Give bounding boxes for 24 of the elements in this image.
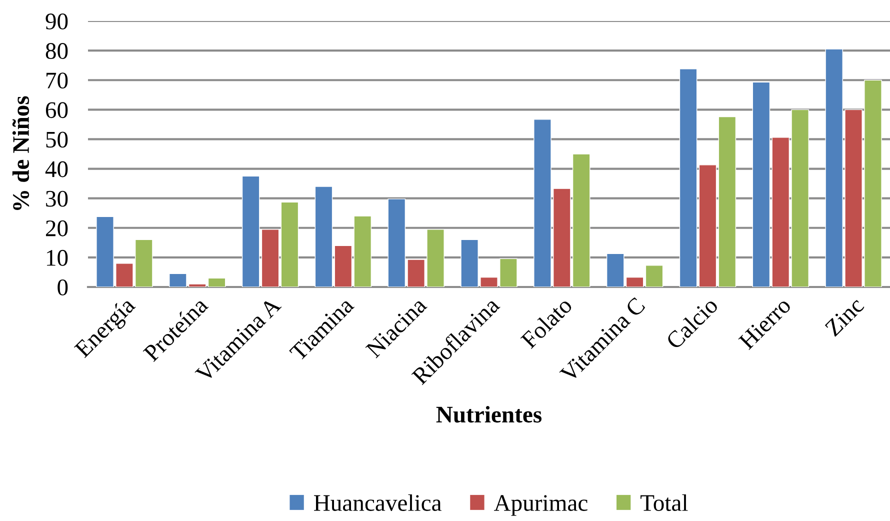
y-tick-label: 80 xyxy=(46,43,68,59)
bar xyxy=(261,229,280,287)
bar xyxy=(280,202,299,287)
y-tick-label: 50 xyxy=(46,132,68,148)
y-tick-label: 40 xyxy=(45,161,68,178)
bar xyxy=(698,164,717,287)
legend-label: Total xyxy=(640,494,688,511)
legend-label: Huancavelica xyxy=(314,494,442,511)
bar xyxy=(718,116,736,287)
y-tick-label: 30 xyxy=(46,190,68,207)
bar xyxy=(314,186,333,287)
y-tick-label: 90 xyxy=(46,13,68,30)
bar xyxy=(679,68,698,287)
bar xyxy=(242,176,260,287)
bar xyxy=(645,265,664,287)
y-tick-label: 60 xyxy=(46,102,68,118)
y-tick-label: 20 xyxy=(46,220,68,236)
x-axis-title: Nutrientes xyxy=(436,406,542,423)
y-tick-label: 0 xyxy=(58,279,68,296)
y-tick-label: 10 xyxy=(47,250,68,266)
legend-label: Apurimac xyxy=(494,495,588,516)
x-tick-label: Zinc xyxy=(824,296,865,337)
y-tick-label: 70 xyxy=(46,72,68,89)
y-axis-title: % de Niños xyxy=(12,96,30,210)
